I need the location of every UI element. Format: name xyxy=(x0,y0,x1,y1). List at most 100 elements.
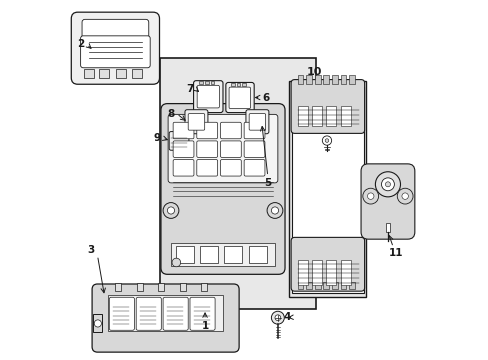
Bar xyxy=(348,75,354,84)
Circle shape xyxy=(325,139,328,142)
Bar xyxy=(224,246,242,263)
FancyBboxPatch shape xyxy=(190,297,215,330)
FancyBboxPatch shape xyxy=(196,159,217,176)
Circle shape xyxy=(163,203,179,219)
Bar xyxy=(131,69,142,78)
FancyBboxPatch shape xyxy=(188,114,204,130)
FancyBboxPatch shape xyxy=(360,164,414,239)
Bar xyxy=(331,75,337,84)
Text: 3: 3 xyxy=(87,245,95,255)
Circle shape xyxy=(367,193,373,199)
FancyBboxPatch shape xyxy=(109,297,134,330)
Bar xyxy=(175,246,193,263)
Circle shape xyxy=(381,178,394,191)
FancyBboxPatch shape xyxy=(193,81,223,113)
Circle shape xyxy=(172,258,180,267)
FancyBboxPatch shape xyxy=(196,141,217,157)
Bar xyxy=(305,282,311,289)
Circle shape xyxy=(274,315,280,320)
Bar xyxy=(180,283,185,291)
FancyBboxPatch shape xyxy=(244,159,264,176)
Bar xyxy=(325,107,336,126)
FancyBboxPatch shape xyxy=(220,159,241,176)
Text: 10: 10 xyxy=(306,67,322,77)
Circle shape xyxy=(271,311,284,324)
Bar xyxy=(340,107,350,126)
Bar xyxy=(340,260,350,285)
Bar xyxy=(348,282,354,289)
FancyBboxPatch shape xyxy=(225,82,254,113)
Bar xyxy=(210,81,214,84)
FancyBboxPatch shape xyxy=(173,122,194,139)
Bar xyxy=(291,87,363,293)
Bar xyxy=(297,282,303,289)
Circle shape xyxy=(385,182,389,187)
Bar xyxy=(297,107,307,126)
FancyBboxPatch shape xyxy=(168,114,277,183)
Bar xyxy=(325,260,336,285)
Text: 6: 6 xyxy=(262,93,269,103)
Circle shape xyxy=(94,320,101,327)
Text: 7: 7 xyxy=(186,84,193,94)
Bar xyxy=(115,283,121,291)
Bar xyxy=(242,83,245,86)
FancyBboxPatch shape xyxy=(290,80,364,134)
FancyBboxPatch shape xyxy=(220,122,241,139)
Bar xyxy=(204,81,208,84)
Circle shape xyxy=(266,203,282,219)
Circle shape xyxy=(375,172,400,197)
Bar xyxy=(297,260,307,285)
FancyBboxPatch shape xyxy=(228,87,250,109)
Text: 5: 5 xyxy=(264,178,271,188)
Bar xyxy=(158,283,164,291)
Bar xyxy=(236,83,240,86)
Bar xyxy=(386,223,389,232)
Bar xyxy=(108,295,223,330)
FancyBboxPatch shape xyxy=(220,141,241,157)
FancyBboxPatch shape xyxy=(249,114,265,130)
FancyBboxPatch shape xyxy=(244,141,264,157)
Bar xyxy=(248,246,266,263)
Text: 4: 4 xyxy=(283,312,290,322)
FancyBboxPatch shape xyxy=(197,85,219,108)
FancyBboxPatch shape xyxy=(290,237,364,291)
Bar xyxy=(160,58,316,309)
Bar xyxy=(199,81,203,84)
Bar xyxy=(200,246,218,263)
FancyBboxPatch shape xyxy=(244,122,264,139)
Bar xyxy=(231,83,234,86)
Bar xyxy=(323,75,328,84)
Text: 2: 2 xyxy=(77,40,84,49)
Text: 11: 11 xyxy=(388,248,403,258)
FancyBboxPatch shape xyxy=(92,284,239,352)
Circle shape xyxy=(322,136,331,145)
Bar xyxy=(314,75,320,84)
Bar xyxy=(314,282,320,289)
Bar xyxy=(323,282,328,289)
FancyBboxPatch shape xyxy=(163,297,188,330)
Bar xyxy=(171,243,274,266)
FancyBboxPatch shape xyxy=(81,36,150,68)
Bar xyxy=(340,75,346,84)
FancyBboxPatch shape xyxy=(196,122,217,139)
Bar xyxy=(340,282,346,289)
FancyBboxPatch shape xyxy=(136,297,161,330)
Bar xyxy=(93,315,102,332)
Bar xyxy=(331,282,337,289)
FancyBboxPatch shape xyxy=(82,19,148,40)
FancyBboxPatch shape xyxy=(71,12,159,84)
Bar xyxy=(289,81,366,297)
Circle shape xyxy=(271,207,278,214)
FancyBboxPatch shape xyxy=(161,104,285,274)
Bar xyxy=(311,260,321,285)
Text: 9: 9 xyxy=(153,133,160,143)
FancyBboxPatch shape xyxy=(169,132,188,150)
Bar xyxy=(311,107,321,126)
Bar xyxy=(201,283,207,291)
Bar xyxy=(99,69,108,78)
Bar xyxy=(116,69,126,78)
Bar xyxy=(305,75,311,84)
Circle shape xyxy=(167,207,174,214)
Text: 8: 8 xyxy=(167,109,174,119)
FancyBboxPatch shape xyxy=(184,110,207,134)
